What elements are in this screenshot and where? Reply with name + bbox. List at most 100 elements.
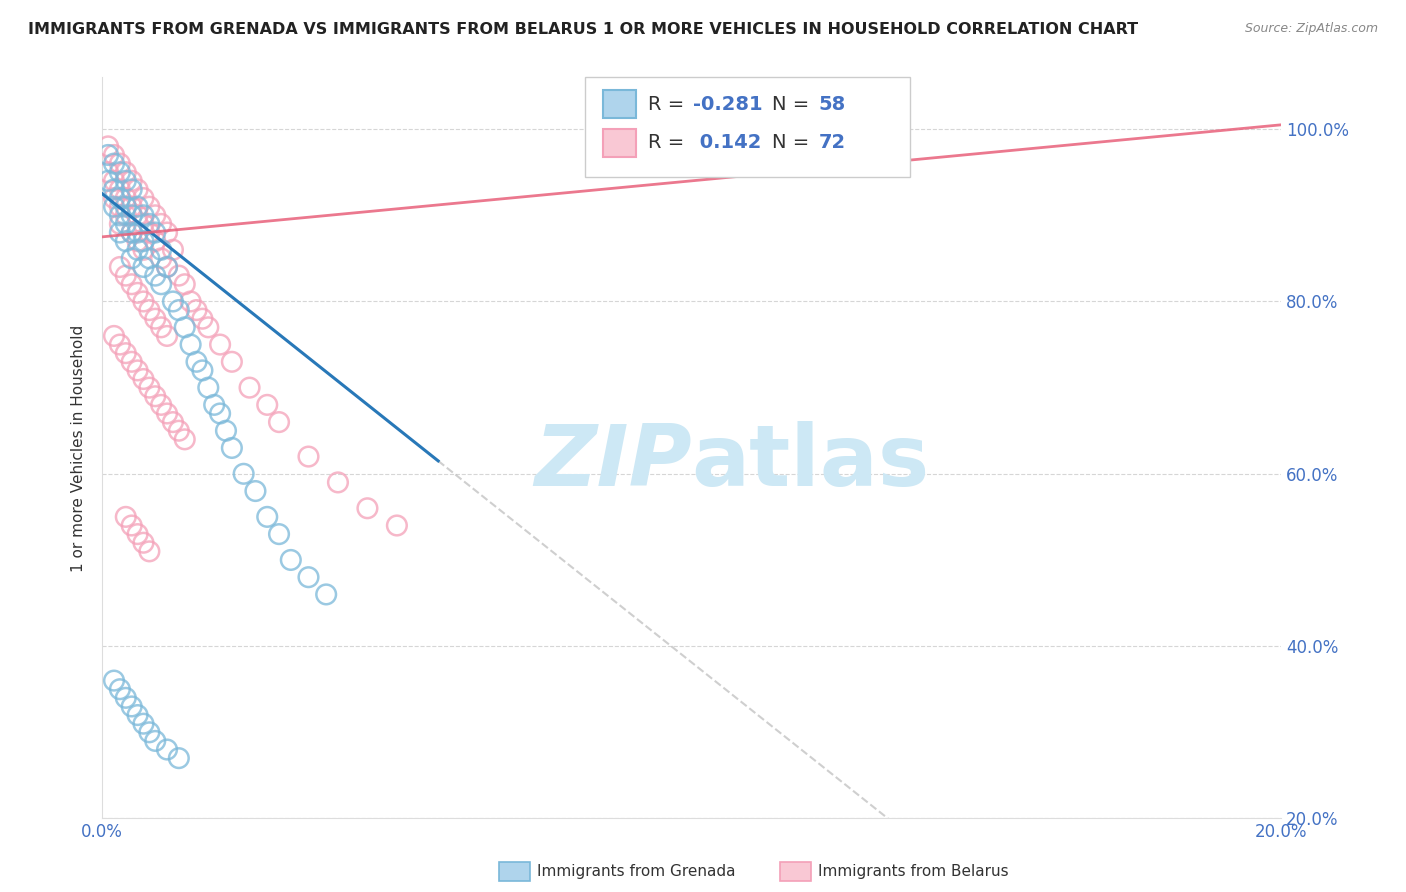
Point [238,381,260,395]
Point [150,398,173,412]
Point [167,424,190,438]
Point [121,182,143,196]
Point [162,294,184,309]
Point [156,329,179,343]
Text: Immigrants from Grenada: Immigrants from Grenada [537,864,735,879]
Point [138,217,160,231]
Point [103,191,125,205]
Point [143,389,166,403]
Point [114,346,136,360]
Point [143,311,166,326]
Point [127,708,149,723]
Point [173,433,195,447]
Point [356,501,378,516]
Text: R =: R = [648,133,690,153]
FancyBboxPatch shape [603,128,636,157]
Point [132,217,155,231]
Point [114,217,136,231]
Point [132,294,155,309]
Point [215,424,238,438]
Point [121,226,143,240]
Point [138,381,160,395]
Text: Immigrants from Belarus: Immigrants from Belarus [818,864,1010,879]
Point [127,527,149,541]
Point [267,415,290,429]
Point [127,200,149,214]
Point [221,441,243,455]
Point [121,518,143,533]
Point [121,355,143,369]
Point [114,200,136,214]
Point [143,226,166,240]
Point [114,208,136,222]
Point [132,243,155,257]
Text: 72: 72 [818,133,846,153]
Point [103,200,125,214]
Text: ZIP: ZIP [534,421,692,504]
Point [108,217,131,231]
Point [232,467,254,481]
Point [197,320,219,334]
Point [121,277,143,292]
Point [132,716,155,731]
Point [267,527,290,541]
FancyBboxPatch shape [603,90,636,119]
Point [280,553,302,567]
Point [167,751,190,765]
Text: 0.142: 0.142 [693,133,761,153]
Point [108,337,131,351]
Point [114,165,136,179]
Point [114,509,136,524]
Point [326,475,349,490]
Point [108,165,131,179]
Point [103,156,125,170]
Point [173,277,195,292]
Point [121,252,143,266]
Point [150,277,173,292]
Text: 58: 58 [818,95,846,113]
Point [209,337,232,351]
Point [156,260,179,274]
Point [197,381,219,395]
Point [108,208,131,222]
Text: R =: R = [648,95,690,113]
Point [173,320,195,334]
Point [315,587,337,601]
Point [156,407,179,421]
Point [245,483,267,498]
Point [108,200,131,214]
Point [143,734,166,748]
Point [191,363,214,377]
Point [108,191,131,205]
Point [132,191,155,205]
Point [156,260,179,274]
Point [121,226,143,240]
Point [127,234,149,248]
Point [156,226,179,240]
Point [108,226,131,240]
FancyBboxPatch shape [585,78,910,178]
Point [132,208,155,222]
Text: atlas: atlas [692,421,929,504]
Point [97,165,120,179]
Point [221,355,243,369]
Point [97,148,120,162]
Point [103,329,125,343]
Point [127,182,149,196]
Point [114,191,136,205]
Point [121,208,143,222]
Point [132,535,155,549]
Point [121,200,143,214]
Point [156,742,179,756]
Point [143,234,166,248]
Point [150,217,173,231]
Point [138,200,160,214]
Point [191,311,214,326]
Text: N =: N = [772,133,815,153]
Point [150,252,173,266]
Point [103,148,125,162]
Point [150,320,173,334]
Point [121,699,143,714]
Point [297,450,319,464]
Point [297,570,319,584]
